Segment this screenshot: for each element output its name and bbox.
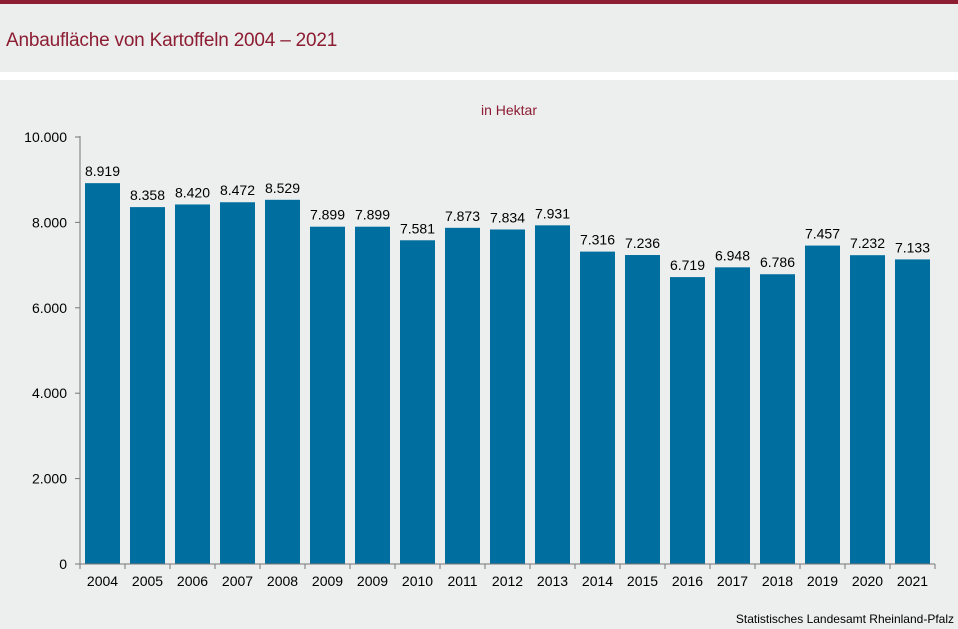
y-tick-label: 8.000 — [32, 214, 67, 230]
x-tick-label: 2012 — [492, 573, 523, 589]
chart-subtitle: in Hektar — [481, 102, 537, 118]
x-tick-label: 2008 — [267, 573, 298, 589]
bar — [895, 259, 930, 564]
header-separator — [0, 72, 958, 80]
data-label: 7.581 — [400, 220, 435, 236]
x-tick-label: 2014 — [582, 573, 613, 589]
data-label: 6.719 — [670, 257, 705, 273]
data-label: 8.358 — [130, 187, 165, 203]
x-tick-label: 2015 — [627, 573, 658, 589]
data-label: 7.873 — [445, 208, 480, 224]
x-tick-label: 2021 — [897, 573, 928, 589]
bar — [265, 199, 300, 564]
x-tick-label: 2007 — [222, 573, 253, 589]
data-label: 6.948 — [715, 247, 750, 263]
x-tick-label: 2010 — [402, 573, 433, 589]
data-label: 7.931 — [535, 205, 570, 221]
data-label: 7.236 — [625, 235, 660, 251]
bar — [175, 204, 210, 564]
y-tick-label: 2.000 — [32, 471, 67, 487]
x-tick-label: 2020 — [852, 573, 883, 589]
bar — [445, 227, 480, 564]
bar — [490, 229, 525, 564]
bar — [850, 255, 885, 564]
header-band: Anbaufläche von Kartoffeln 2004 – 2021 — [0, 4, 958, 72]
y-tick-label: 4.000 — [32, 385, 67, 401]
x-axis: 2004 2005 2006 2007 2008 2009 2009 2010 2011 2012… — [79, 563, 936, 589]
bar — [310, 226, 345, 564]
bar — [85, 183, 120, 564]
data-label: 8.529 — [265, 180, 300, 196]
bar — [670, 277, 705, 564]
x-tick-label: 2011 — [447, 573, 477, 589]
bar — [535, 225, 570, 564]
y-tick-label: 6.000 — [32, 300, 67, 316]
bar — [355, 226, 390, 564]
x-tick-label: 2013 — [537, 573, 568, 589]
data-label: 6.786 — [760, 254, 795, 270]
bar — [130, 207, 165, 564]
value-labels: 8.919 8.358 8.420 8.472 8.529 7.899 7.899 7.581… — [85, 163, 930, 273]
data-label: 8.919 — [85, 163, 120, 179]
bar — [220, 202, 255, 564]
data-label: 8.420 — [175, 184, 210, 200]
data-label: 7.457 — [805, 226, 840, 242]
x-tick-label: 2019 — [807, 573, 838, 589]
bar — [580, 251, 615, 564]
y-axis: 0 2.000 4.000 6.000 8.000 10.000 — [24, 129, 81, 572]
data-label: 8.472 — [220, 182, 255, 198]
x-tick-label: 2017 — [717, 573, 748, 589]
x-tick-label: 2004 — [87, 573, 118, 589]
source-note: Statistisches Landesamt Rheinland-Pfalz — [735, 612, 954, 626]
bar — [400, 240, 435, 564]
data-label: 7.133 — [895, 239, 930, 255]
page-title: Anbaufläche von Kartoffeln 2004 – 2021 — [6, 30, 338, 51]
x-tick-label: 2009 — [357, 573, 388, 589]
data-label: 7.899 — [310, 207, 345, 223]
chart-area: in Hektar 0 2.000 4.000 6.000 8.000 10.000 8.… — [0, 80, 958, 629]
bar-chart: in Hektar 0 2.000 4.000 6.000 8.000 10.000 8.… — [24, 102, 936, 589]
bar — [805, 245, 840, 564]
data-label: 7.316 — [580, 232, 615, 248]
y-tick-label: 10.000 — [24, 129, 67, 145]
x-tick-label: 2006 — [177, 573, 208, 589]
data-label: 7.899 — [355, 207, 390, 223]
bar — [715, 267, 750, 564]
x-tick-label: 2005 — [132, 573, 163, 589]
bar — [760, 274, 795, 564]
x-tick-label: 2009 — [312, 573, 343, 589]
bars — [85, 183, 930, 564]
top-accent-rule — [0, 0, 958, 4]
data-label: 7.232 — [850, 235, 885, 251]
data-label: 7.834 — [490, 209, 525, 225]
bar — [625, 255, 660, 564]
x-tick-label: 2016 — [672, 573, 703, 589]
y-tick-label: 0 — [59, 556, 67, 572]
x-tick-label: 2018 — [762, 573, 793, 589]
